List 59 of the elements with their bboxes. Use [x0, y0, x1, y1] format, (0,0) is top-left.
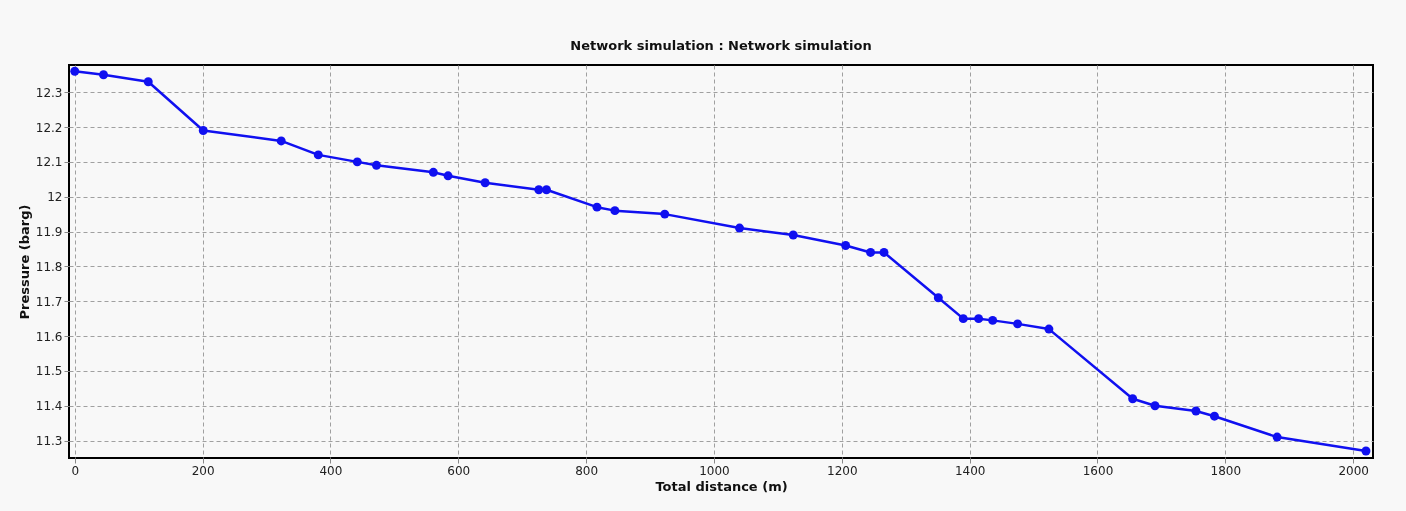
- y-tick-label: 11.7: [35, 294, 63, 309]
- point: [988, 315, 998, 325]
- point: [1361, 446, 1371, 456]
- point: [933, 293, 943, 303]
- point: [841, 241, 851, 250]
- x-tick-label: 2000: [1338, 463, 1369, 478]
- point: [198, 126, 208, 135]
- point: [1191, 406, 1201, 416]
- x-tick-label: 0: [71, 463, 80, 478]
- y-tick-label: 12: [47, 190, 63, 205]
- y-tick-label: 11.8: [35, 259, 63, 274]
- x-tick-label: 400: [319, 463, 343, 478]
- point: [313, 150, 323, 160]
- point: [542, 185, 551, 195]
- point: [443, 171, 453, 181]
- x-tick-label: 1200: [827, 463, 858, 478]
- point: [735, 223, 745, 233]
- x-tick-label: 1400: [954, 463, 986, 478]
- point: [143, 77, 153, 87]
- x-tick-label: 1000: [699, 463, 730, 478]
- point: [70, 66, 80, 76]
- point: [1150, 401, 1160, 411]
- y-tick-label: 11.4: [35, 399, 63, 414]
- point: [371, 160, 381, 170]
- point: [276, 136, 286, 146]
- point: [610, 206, 620, 216]
- x-axis-title: Total distance (m): [655, 478, 788, 494]
- point: [660, 209, 670, 219]
- point: [592, 202, 602, 212]
- point: [1128, 394, 1138, 404]
- y-tick-label: 12.1: [35, 155, 63, 170]
- x-tick-label: 1600: [1082, 463, 1114, 478]
- x-tick-label: 800: [575, 463, 599, 478]
- y-tick-label: 12.3: [35, 85, 63, 100]
- point: [99, 70, 108, 80]
- point: [958, 314, 968, 324]
- y-tick-label: 12.2: [35, 120, 63, 135]
- y-axis-title: Pressure (barg): [16, 204, 32, 320]
- point: [1044, 324, 1054, 334]
- point: [879, 247, 889, 257]
- point: [480, 178, 490, 188]
- x-tick-label: 600: [447, 463, 471, 478]
- x-tick-label: 1800: [1210, 463, 1242, 478]
- point: [866, 247, 876, 257]
- point: [788, 230, 798, 240]
- y-tick-label: 11.9: [35, 225, 63, 240]
- point: [534, 185, 544, 195]
- point: [352, 157, 362, 167]
- y-tick-label: 11.5: [35, 364, 63, 379]
- chart-title: Network simulation : Network simulation: [570, 38, 872, 53]
- x-tick-label: 200: [191, 463, 215, 478]
- y-tick-label: 11.6: [35, 329, 63, 344]
- point: [1013, 319, 1023, 329]
- point: [1210, 411, 1219, 421]
- point: [428, 167, 438, 177]
- point: [1272, 432, 1282, 442]
- point: [974, 314, 984, 324]
- line-series: [70, 66, 1371, 456]
- y-tick-label: 11.3: [35, 434, 63, 449]
